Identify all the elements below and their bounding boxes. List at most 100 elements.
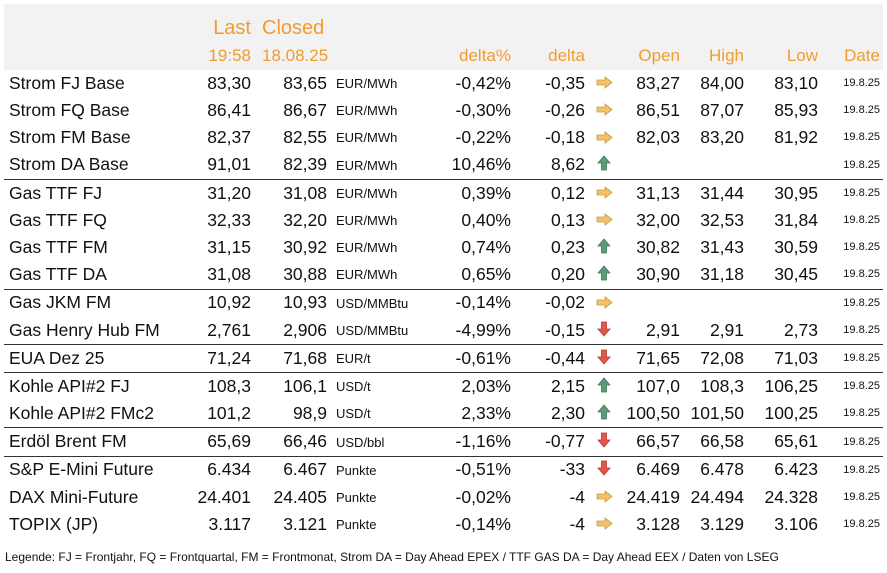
table-row: Gas JKM FM 10,92 10,93 USD/MMBtu -0,14% -0,02… xyxy=(4,288,883,317)
cell-trend xyxy=(588,317,620,345)
table-row: Strom FM Base 82,37 82,55 EUR/MWh -0,22% -0,1… xyxy=(4,124,883,151)
cell-unit: EUR/MWh xyxy=(336,267,398,283)
cell-delta-pct: 2,33% xyxy=(461,403,511,424)
arrow-right-icon xyxy=(596,102,613,120)
cell-high: 72,08 xyxy=(683,343,747,373)
table-row: Strom FQ Base 86,41 86,67 EUR/MWh -0,30% -0,2… xyxy=(4,97,883,124)
cell-low: 65,61 xyxy=(747,427,821,457)
cell-last: 32,33 xyxy=(207,209,251,230)
cell-open: 100,50 xyxy=(626,403,680,424)
cell-delta-pct: -0,14% xyxy=(422,288,514,317)
cell-closed: 66,46 xyxy=(254,427,330,457)
header-unit-blank xyxy=(330,42,422,70)
table-row: DAX Mini-Future 24.401 24.405 Punkte -0,02% -… xyxy=(4,484,883,511)
market-prices-table: Last Closed 19:58 18.08.25 delta% delta … xyxy=(4,4,883,538)
cell-last: 31,08 xyxy=(207,264,251,285)
cell-delta-pct: -0,14% xyxy=(455,513,511,534)
cell-unit: EUR/MWh xyxy=(330,178,422,207)
cell-low xyxy=(747,288,821,317)
cell-high: 31,18 xyxy=(700,264,744,285)
cell-delta: -0,02 xyxy=(514,288,588,317)
cell-trend xyxy=(588,234,620,261)
cell-name: Kohle API#2 FJ xyxy=(4,372,194,401)
cell-trend xyxy=(588,207,620,234)
cell-trend xyxy=(588,97,620,124)
cell-unit: EUR/MWh xyxy=(336,213,398,229)
cell-closed: 86,67 xyxy=(283,100,327,121)
cell-name: S&P E-Mini Future xyxy=(4,455,194,484)
arrow-up-icon xyxy=(597,238,611,258)
cell-open: 71,65 xyxy=(620,343,683,373)
arrow-up-icon xyxy=(597,377,611,397)
cell-trend xyxy=(588,343,620,373)
cell-date: 19.8.25 xyxy=(821,427,883,457)
arrow-up-icon xyxy=(597,155,611,175)
cell-delta: 8,62 xyxy=(550,154,585,175)
cell-last: 2,761 xyxy=(207,319,251,340)
cell-open: 30,82 xyxy=(636,236,680,257)
cell-name: Gas TTF FJ xyxy=(4,178,194,207)
cell-trend xyxy=(588,70,620,97)
cell-trend xyxy=(588,455,620,484)
cell-date: 19.8.25 xyxy=(843,518,880,531)
cell-open: 82,03 xyxy=(636,127,680,148)
cell-high: 84,00 xyxy=(700,72,744,93)
cell-closed: 71,68 xyxy=(254,343,330,373)
cell-delta: -4 xyxy=(569,486,585,507)
cell-open: 6.469 xyxy=(620,455,683,484)
cell-closed: 32,20 xyxy=(283,209,327,230)
table-row: Gas TTF FJ 31,20 31,08 EUR/MWh 0,39% 0,12 31,1… xyxy=(4,178,883,207)
cell-low: 81,92 xyxy=(774,127,818,148)
header-closed: Closed xyxy=(262,17,325,39)
cell-last: 31,15 xyxy=(207,236,251,257)
cell-low: 3.106 xyxy=(774,513,818,534)
cell-low: 31,84 xyxy=(774,209,818,230)
cell-closed: 3.121 xyxy=(283,513,327,534)
market-table-container: Last Closed 19:58 18.08.25 delta% delta … xyxy=(4,4,883,538)
cell-date: 19.8.25 xyxy=(843,158,880,171)
cell-date: 19.8.25 xyxy=(843,104,880,117)
table-row: Strom DA Base 91,01 82,39 EUR/MWh 10,46% 8,62… xyxy=(4,152,883,180)
cell-closed: 2,906 xyxy=(283,319,327,340)
cell-name: Gas TTF FQ xyxy=(9,209,107,230)
cell-open: 83,27 xyxy=(636,72,680,93)
cell-delta-pct: -0,51% xyxy=(422,455,514,484)
cell-trend xyxy=(588,124,620,151)
table-row: Strom FJ Base 83,30 83,65 EUR/MWh -0,42% -0,3… xyxy=(4,70,883,97)
cell-low: 2,73 xyxy=(783,319,818,340)
header-spacer xyxy=(330,4,883,42)
cell-name: Strom FJ Base xyxy=(9,72,125,93)
header-blank-2 xyxy=(4,42,194,70)
cell-delta-pct: 0,74% xyxy=(461,236,511,257)
cell-trend xyxy=(588,400,620,428)
cell-name: Strom FM Base xyxy=(9,127,131,148)
table-row: EUA Dez 25 71,24 71,68 EUR/t -0,61% -0,44 71,6… xyxy=(4,343,883,373)
cell-unit: USD/bbl xyxy=(330,427,422,457)
cell-trend xyxy=(588,288,620,317)
table-row: Gas Henry Hub FM 2,761 2,906 USD/MMBtu -4,99… xyxy=(4,317,883,345)
cell-low: 30,59 xyxy=(774,236,818,257)
cell-delta: 0,12 xyxy=(514,178,588,207)
cell-delta-pct: -1,16% xyxy=(422,427,514,457)
cell-date: 19.8.25 xyxy=(821,343,883,373)
cell-unit: EUR/t xyxy=(330,343,422,373)
cell-name: Strom DA Base xyxy=(9,154,129,175)
arrow-right-icon xyxy=(596,75,613,93)
cell-name: Gas Henry Hub FM xyxy=(9,319,160,340)
cell-delta: 2,30 xyxy=(550,403,585,424)
cell-closed: 106,1 xyxy=(254,372,330,401)
cell-date: 19.8.25 xyxy=(843,77,880,90)
cell-open: 3.128 xyxy=(636,513,680,534)
cell-low xyxy=(747,152,821,180)
cell-open: 107,0 xyxy=(620,372,683,401)
arrow-right-icon xyxy=(596,130,613,148)
arrow-down-icon xyxy=(597,349,611,369)
table-row: Kohle API#2 FMc2 101,2 98,9 USD/t 2,33% 2,30 1… xyxy=(4,400,883,428)
cell-date: 19.8.25 xyxy=(821,288,883,317)
cell-open: 86,51 xyxy=(636,100,680,121)
cell-delta: -0,15 xyxy=(545,319,585,340)
cell-last: 108,3 xyxy=(194,372,254,401)
cell-open: 30,90 xyxy=(636,264,680,285)
header-delta: delta xyxy=(548,46,585,65)
cell-name: TOPIX (JP) xyxy=(9,513,99,534)
